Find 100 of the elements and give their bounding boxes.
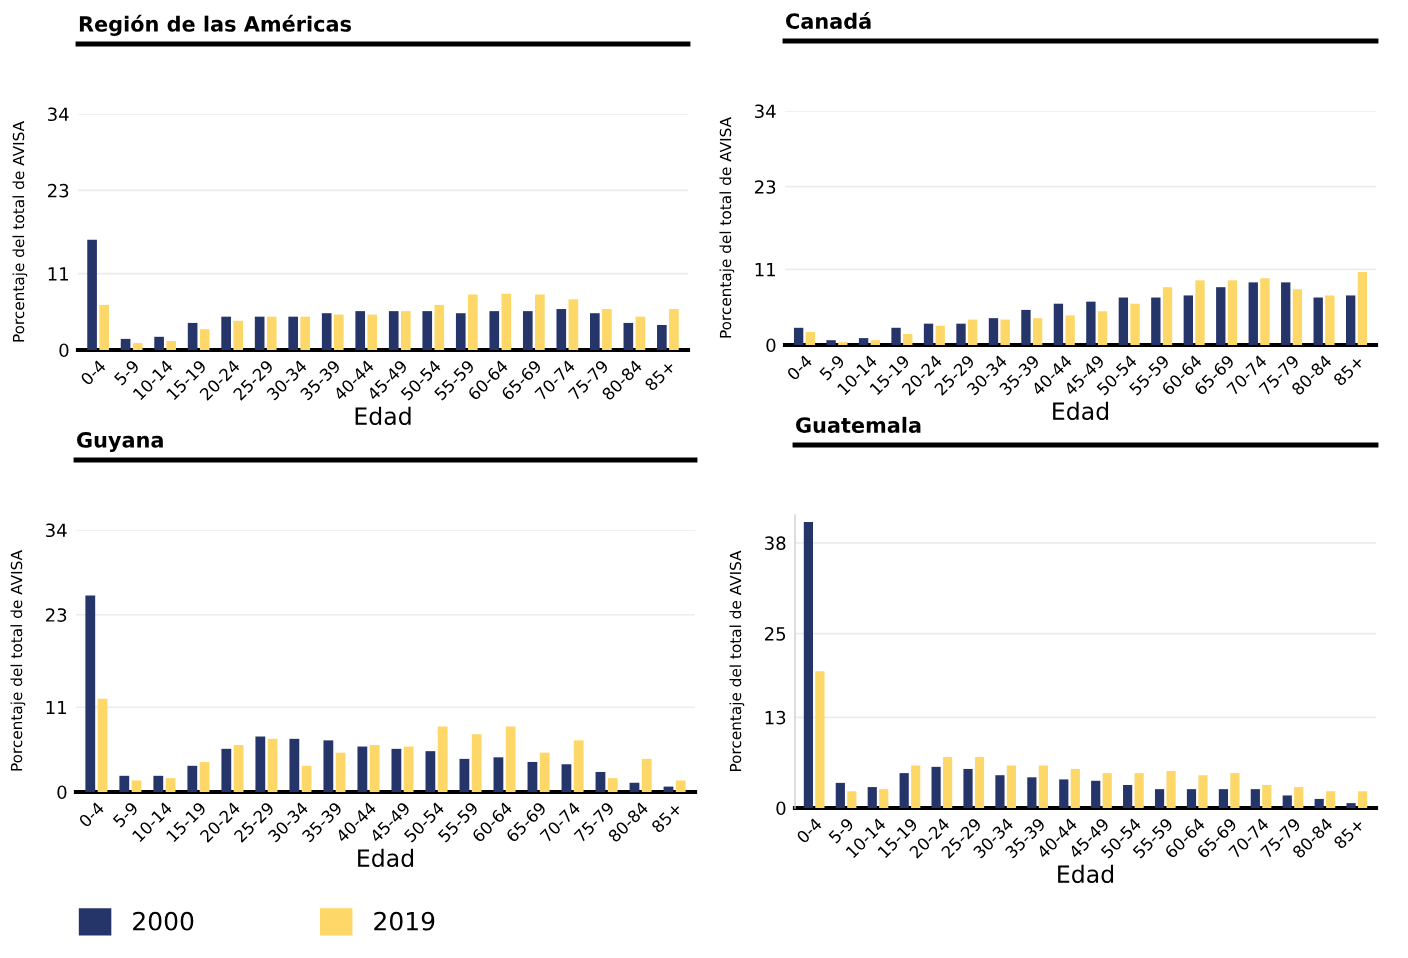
- bar: [931, 766, 941, 808]
- bar: [1227, 280, 1238, 345]
- x-tick-label: 0-4: [786, 354, 813, 381]
- bar: [199, 329, 210, 350]
- bar: [815, 671, 825, 808]
- bar: [233, 744, 244, 792]
- bar: [1216, 287, 1226, 345]
- bar: [1358, 791, 1368, 808]
- bar: [355, 311, 366, 350]
- bar: [1281, 282, 1291, 345]
- bar: [1006, 765, 1017, 808]
- y-tick-label: 38: [765, 536, 786, 551]
- bar: [635, 316, 646, 350]
- bar: [943, 757, 953, 808]
- bar: [468, 294, 478, 350]
- bar: [899, 773, 909, 808]
- bar: [1248, 282, 1258, 345]
- x-tick-label: 0-4: [79, 359, 107, 386]
- chart-title: Guyana: [77, 432, 163, 452]
- bar: [323, 740, 334, 792]
- bar: [199, 761, 210, 792]
- bar: [974, 757, 985, 808]
- bar: [119, 775, 130, 792]
- x-tick-label: 0-4: [795, 817, 823, 844]
- bar: [1262, 784, 1272, 808]
- y-axis-title: Porcentaje del total de AVISA: [10, 550, 26, 771]
- bar: [166, 340, 176, 350]
- bar: [911, 765, 921, 808]
- bar: [867, 787, 877, 808]
- bar: [255, 736, 266, 792]
- bar: [1183, 295, 1193, 345]
- bar: [527, 761, 538, 792]
- bar: [561, 764, 572, 792]
- bar: [301, 765, 312, 792]
- y-tick-label: 23: [46, 608, 67, 622]
- bar: [99, 304, 109, 350]
- bar: [1260, 278, 1270, 345]
- bar: [1292, 289, 1303, 345]
- bar: [87, 239, 97, 350]
- y-tick-label: 34: [755, 104, 776, 119]
- bar: [826, 340, 836, 345]
- bar: [535, 294, 545, 350]
- bar: [988, 318, 999, 345]
- x-tick-label: 85+: [1332, 354, 1365, 387]
- bar: [891, 327, 901, 345]
- chart-title: Canadá: [786, 12, 871, 29]
- bar: [1250, 789, 1260, 808]
- bar: [1198, 775, 1208, 808]
- bar: [493, 757, 504, 792]
- bar: [1059, 779, 1069, 808]
- bar: [956, 323, 966, 345]
- bar: [1038, 765, 1048, 808]
- bar: [1357, 272, 1368, 345]
- y-tick-label: 11: [46, 700, 66, 715]
- x-tick-label: 85+: [644, 359, 676, 392]
- bar: [266, 316, 277, 350]
- y-tick-label: 11: [48, 267, 68, 281]
- bar: [1053, 303, 1064, 345]
- x-axis-title: Edad: [358, 848, 414, 868]
- y-tick-label: 25: [765, 627, 786, 641]
- bar: [1086, 301, 1096, 345]
- bar: [963, 768, 973, 808]
- bar: [388, 311, 399, 350]
- bar: [1032, 318, 1043, 345]
- bar: [838, 342, 848, 345]
- bar: [1325, 295, 1335, 345]
- bar: [568, 299, 579, 350]
- bar: [1230, 773, 1240, 808]
- bar: [391, 748, 402, 792]
- bar: [657, 325, 667, 350]
- bar: [641, 758, 652, 792]
- bar: [935, 325, 945, 345]
- bar: [1166, 771, 1176, 808]
- bar: [1346, 803, 1356, 808]
- bar: [221, 316, 231, 350]
- y-tick-label: 13: [765, 710, 786, 725]
- bar: [573, 740, 584, 792]
- bar: [1346, 295, 1356, 345]
- bar: [835, 782, 845, 808]
- y-tick-label: 0: [776, 801, 786, 816]
- bar: [154, 336, 164, 350]
- bar: [1134, 773, 1144, 808]
- bar: [539, 752, 550, 792]
- bar: [132, 343, 143, 350]
- bar: [400, 311, 411, 350]
- y-tick-label: 34: [48, 107, 69, 122]
- y-axis-title: Porcentaje del total de AVISA: [729, 550, 745, 772]
- bar: [1065, 315, 1075, 345]
- bar: [165, 778, 176, 792]
- bar: [288, 316, 298, 350]
- bar: [97, 698, 108, 792]
- bar: [602, 309, 612, 350]
- bar: [623, 322, 634, 350]
- bar: [1070, 768, 1080, 808]
- bar: [595, 771, 606, 792]
- bar: [1102, 773, 1112, 808]
- bar: [425, 751, 436, 792]
- y-tick-label: 23: [755, 180, 776, 194]
- x-tick-label: 0-4: [78, 801, 105, 828]
- bar: [522, 311, 533, 350]
